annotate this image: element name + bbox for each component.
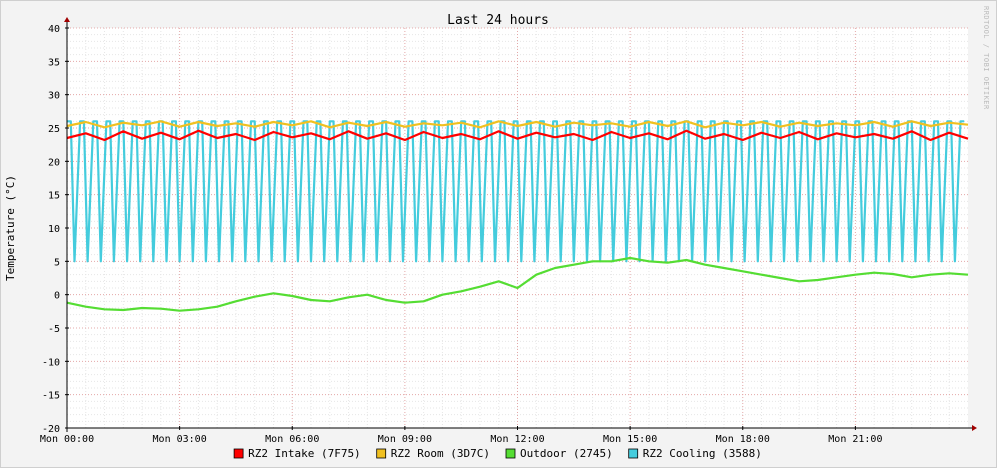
y-tick-label: 15: [48, 191, 60, 202]
legend-label: RZ2 Cooling (3588): [643, 447, 762, 460]
legend-swatch: [233, 448, 244, 459]
legend-swatch: [628, 448, 639, 459]
series-line-4: [67, 120, 965, 263]
legend-item-1: RZ2 Intake (7F75): [233, 447, 361, 460]
y-axis-arrow: [64, 17, 70, 22]
y-tick-labels: 40 35 30 25 20 15 10 5 0 -5 -10 -15 -20: [42, 24, 60, 435]
y-tick-label: 40: [48, 24, 60, 35]
chart-title: Last 24 hours: [447, 13, 549, 28]
x-tick-labels: Mon 00:00 Mon 03:00 Mon 06:00 Mon 09:00 Mon …: [40, 434, 883, 445]
y-tick-label: -15: [42, 391, 60, 402]
legend-swatch: [376, 448, 387, 459]
x-tick-label: Mon 15:00: [603, 434, 657, 445]
series-line-3: [66, 256, 969, 312]
y-axis-label: Temperature (°C): [4, 175, 17, 281]
legend-item-3: Outdoor (2745): [505, 447, 613, 460]
x-tick-label: Mon 21:00: [828, 434, 882, 445]
x-tick-label: Mon 03:00: [153, 434, 207, 445]
y-tick-label: -20: [42, 424, 60, 435]
y-tick-label: 10: [48, 224, 60, 235]
y-tick-label: -5: [48, 324, 60, 335]
x-axis-arrow: [972, 425, 977, 431]
y-tick-label: 25: [48, 124, 60, 135]
x-tick-label: Mon 09:00: [378, 434, 432, 445]
watermark: RRDTOOL / TOBI OETIKER: [982, 6, 990, 110]
y-tick-label: 30: [48, 91, 60, 102]
legend-label: RZ2 Room (3D7C): [391, 447, 490, 460]
series-line-1: [66, 129, 969, 142]
legend: RZ2 Intake (7F75) RZ2 Room (3D7C) Outdoor …: [233, 447, 762, 460]
y-tick-label: 20: [48, 157, 60, 168]
x-tick-label: Mon 18:00: [716, 434, 770, 445]
legend-item-2: RZ2 Room (3D7C): [376, 447, 490, 460]
legend-label: Outdoor (2745): [520, 447, 613, 460]
grid: [66, 27, 968, 429]
legend-swatch: [505, 448, 516, 459]
x-tick-label: Mon 12:00: [490, 434, 544, 445]
y-tick-label: 0: [54, 291, 60, 302]
y-tick-label: 5: [54, 257, 60, 268]
legend-item-4: RZ2 Cooling (3588): [628, 447, 762, 460]
x-tick-label: Mon 00:00: [40, 434, 94, 445]
series-layer: [66, 120, 969, 312]
axes: [64, 17, 977, 432]
x-tick-label: Mon 06:00: [265, 434, 319, 445]
y-tick-label: 35: [48, 57, 60, 68]
y-tick-label: -10: [42, 357, 60, 368]
legend-label: RZ2 Intake (7F75): [248, 447, 361, 460]
series-line-2: [66, 120, 969, 129]
